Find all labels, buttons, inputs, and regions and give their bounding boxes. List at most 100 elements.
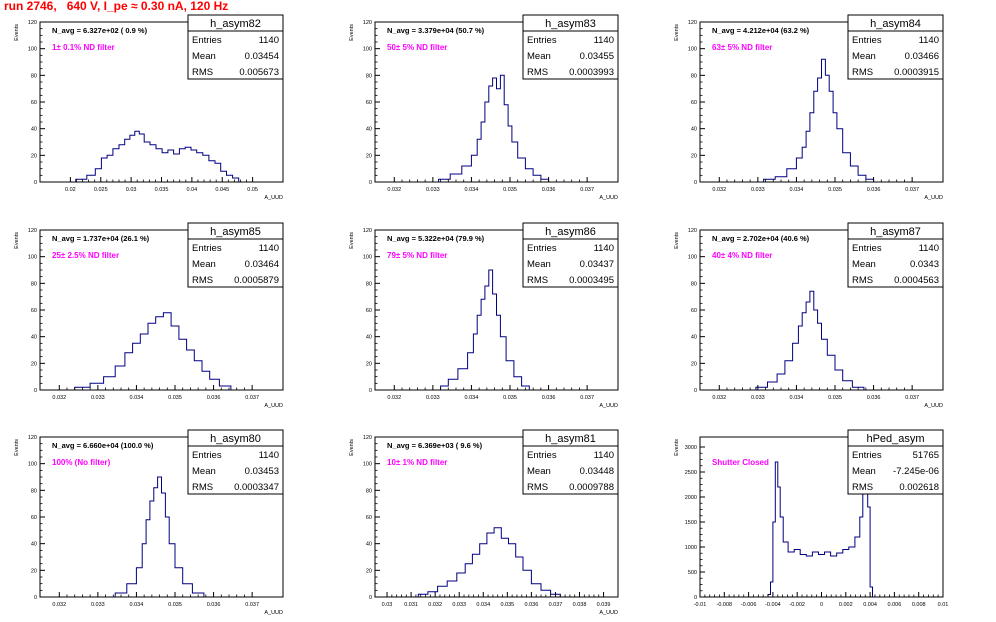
y-tick-label: 100 <box>363 47 372 53</box>
stats-label: Mean <box>852 259 876 270</box>
y-axis-title: Events <box>349 24 355 41</box>
y-tick-label: 120 <box>28 20 37 26</box>
x-axis-title: A_UUD <box>599 195 618 201</box>
stats-value: 0.03454 <box>245 51 279 62</box>
stats-box <box>847 429 944 495</box>
x-tick-label: -0.006 <box>741 602 757 608</box>
stats-box <box>187 429 284 495</box>
y-tick-label: 80 <box>366 488 372 494</box>
stats-value: 0.03448 <box>580 466 614 477</box>
x-tick-label: 0.045 <box>215 187 229 193</box>
y-tick-label: 60 <box>366 308 372 314</box>
navg-text: N_avg = 6.369e+03 ( 9.6 %) <box>387 441 483 450</box>
x-tick-label: 0.036 <box>867 395 881 401</box>
x-tick-label: 0.034 <box>130 602 144 608</box>
y-tick-label: 100 <box>688 47 697 53</box>
histogram-line <box>74 312 232 390</box>
y-tick-label: 120 <box>363 228 372 234</box>
stats-title: hPed_asym <box>866 433 924 445</box>
x-tick-label: 0.034 <box>465 187 479 193</box>
y-axis-title: Events <box>349 232 355 249</box>
filter-annotation: 100% (No filter) <box>52 458 111 467</box>
x-tick-label: 0.008 <box>912 602 926 608</box>
x-tick-label: 0.037 <box>245 395 259 401</box>
x-tick-label: 0.04 <box>187 187 198 193</box>
y-tick-label: 3000 <box>685 445 697 451</box>
y-tick-label: 20 <box>366 361 372 367</box>
x-tick-label: 0.032 <box>712 395 726 401</box>
y-tick-label: 60 <box>691 308 697 314</box>
y-tick-label: 80 <box>691 73 697 79</box>
y-tick-label: 1000 <box>685 545 697 551</box>
y-tick-label: 20 <box>366 568 372 574</box>
stats-value: 1140 <box>594 450 614 461</box>
x-axis-title: A_UUD <box>924 403 943 409</box>
stats-title: h_asym81 <box>545 433 596 445</box>
y-tick-label: 0 <box>694 180 697 186</box>
stats-label: RMS <box>852 275 873 286</box>
stats-label: Mean <box>852 51 876 62</box>
stats-value: 1140 <box>259 450 279 461</box>
x-tick-label: 0.033 <box>751 395 765 401</box>
stats-value: 0.03466 <box>905 51 939 62</box>
x-axis-title: A_UUD <box>264 195 283 201</box>
x-tick-label: 0.033 <box>452 602 466 608</box>
stats-box <box>522 222 619 288</box>
x-tick-label: 0.002 <box>839 602 853 608</box>
y-tick-label: 100 <box>28 462 37 468</box>
stats-label: RMS <box>527 67 548 78</box>
navg-text: N_avg = 3.379e+04 (50.7 %) <box>387 26 485 35</box>
x-tick-label: 0.006 <box>888 602 902 608</box>
stats-label: Mean <box>527 259 551 270</box>
stats-label: RMS <box>527 482 548 493</box>
stats-box <box>522 14 619 80</box>
stats-title: h_asym86 <box>545 226 596 238</box>
stats-value: 0.03455 <box>580 51 614 62</box>
filter-annotation: 1± 0.1% ND filter <box>52 43 115 52</box>
x-tick-label: 0.035 <box>828 395 842 401</box>
x-tick-label: 0.035 <box>155 187 169 193</box>
x-tick-label: 0.032 <box>52 602 66 608</box>
x-axis-title: A_UUD <box>924 195 943 201</box>
histogram-panel-hPed_asym: 0 500 1000 1500 2000 2500 3000 -0.01 -0.008 -0.00… <box>674 429 948 608</box>
stats-label: Mean <box>852 466 876 477</box>
histogram-panel-h_asym82: 0 20 40 60 80 100 120 0.02 0.025 0.03 0.035 0.04 0.0… <box>14 14 284 201</box>
y-tick-label: 100 <box>28 255 37 261</box>
stats-label: RMS <box>852 482 873 493</box>
y-tick-label: 120 <box>688 228 697 234</box>
y-tick-label: 500 <box>688 570 697 576</box>
histogram-panel-h_asym83: 0 20 40 60 80 100 120 0.032 0.033 0.034 0.035 0.036… <box>349 14 619 201</box>
histogram-line <box>114 476 205 597</box>
y-tick-label: 120 <box>28 435 37 441</box>
x-tick-label: 0.033 <box>426 395 440 401</box>
x-tick-label: 0.032 <box>387 395 401 401</box>
y-tick-label: 1500 <box>685 520 697 526</box>
y-tick-label: 60 <box>691 100 697 106</box>
stats-value: 0.0003993 <box>569 67 614 78</box>
y-tick-label: 40 <box>31 335 37 341</box>
x-tick-label: 0.032 <box>52 395 66 401</box>
histogram-line <box>755 290 865 390</box>
stats-label: Entries <box>852 450 882 461</box>
y-tick-label: 0 <box>694 388 697 394</box>
filter-annotation: 40± 4% ND filter <box>712 251 772 260</box>
y-tick-label: 60 <box>31 515 37 521</box>
x-tick-label: 0 <box>820 602 823 608</box>
y-tick-label: 100 <box>28 47 37 53</box>
x-tick-label: 0.032 <box>428 602 442 608</box>
x-tick-label: 0.037 <box>905 187 919 193</box>
x-tick-label: 0.034 <box>465 395 479 401</box>
y-tick-label: 120 <box>688 20 697 26</box>
y-tick-label: 80 <box>366 73 372 79</box>
y-tick-label: 0 <box>34 388 37 394</box>
x-tick-label: -0.002 <box>789 602 805 608</box>
y-axis-title: Events <box>674 24 680 41</box>
y-axis-title: Events <box>14 24 20 41</box>
navg-text: N_avg = 6.327e+02 ( 0.9 %) <box>52 26 148 35</box>
histogram-line <box>75 130 240 182</box>
x-tick-label: 0.036 <box>525 602 539 608</box>
y-tick-label: 0 <box>369 180 372 186</box>
stats-value: 51765 <box>913 450 939 461</box>
y-tick-label: 20 <box>31 153 37 159</box>
